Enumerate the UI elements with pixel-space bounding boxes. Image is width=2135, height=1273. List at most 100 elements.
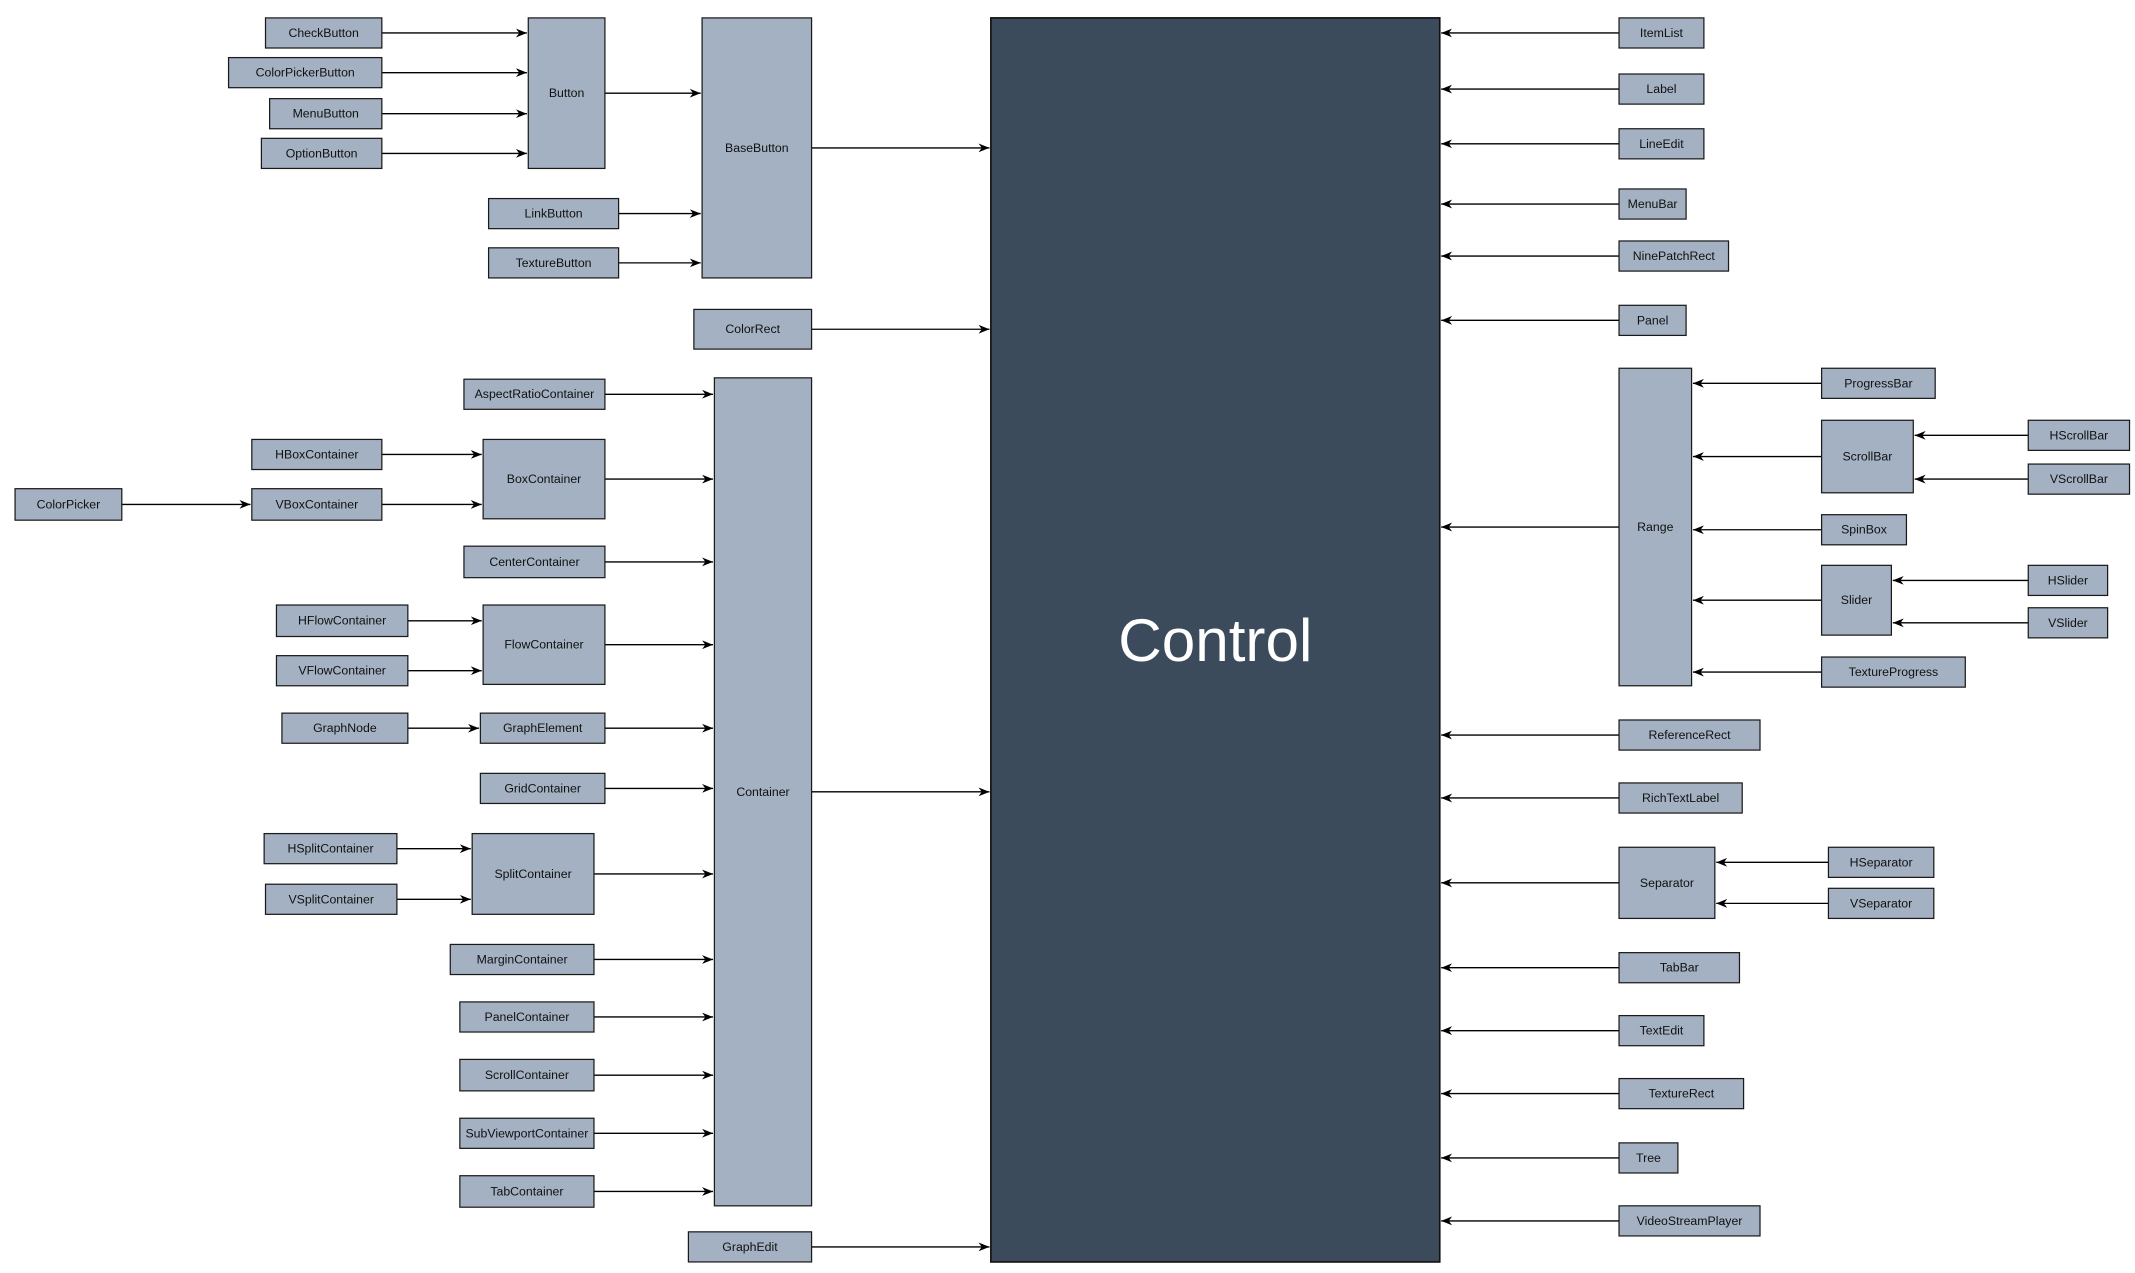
node-box (990, 17, 1441, 1263)
node-box (14, 488, 123, 521)
node-label: ReferenceRect (1649, 728, 1732, 742)
node-box (1618, 367, 1693, 687)
node-label: ProgressBar (1844, 376, 1912, 390)
node-label: HSplitContainer (287, 842, 373, 856)
node-color-picker: ColorPicker (14, 488, 123, 521)
node-center-container: CenterContainer (463, 545, 606, 579)
node-label: VFlowContainer (298, 664, 385, 678)
node-box (1618, 73, 1705, 105)
node-aspect-ratio-container: AspectRatioContainer (463, 378, 606, 410)
node-color-picker-button: ColorPickerButton (227, 56, 383, 89)
node-box (487, 197, 620, 230)
node-check-button: CheckButton (264, 17, 383, 49)
node-box (260, 137, 383, 170)
node-hseparator: HSeparator (1827, 846, 1935, 878)
node-box (263, 832, 398, 865)
node-box (1618, 188, 1687, 220)
node-hbox-container: HBoxContainer (251, 438, 383, 471)
node-nine-patch-rect: NinePatchRect (1618, 240, 1730, 272)
node-box (449, 943, 595, 976)
node-label: Panel (1637, 313, 1668, 327)
node-label: VSplitContainer (288, 892, 373, 906)
node-box (1618, 1142, 1679, 1174)
node-label: RichTextLabel (1642, 791, 1719, 805)
node-label: GridContainer (504, 781, 581, 795)
node-hsplit-container: HSplitContainer (263, 832, 398, 865)
node-label: BaseButton (725, 141, 789, 155)
node-container: Container (713, 377, 813, 1207)
node-range: Range (1618, 367, 1693, 687)
node-menu-bar: MenuBar (1618, 188, 1687, 220)
node-label: ColorPicker (37, 497, 101, 511)
node-spin-box: SpinBox (1820, 514, 1908, 546)
node-label: HSlider (2048, 573, 2088, 587)
node-box (251, 488, 383, 521)
nodes: ControlCheckButtonColorPickerButtonMenuB… (14, 17, 2131, 1263)
node-tree: Tree (1618, 1142, 1679, 1174)
node-label: Slider (1841, 593, 1872, 607)
node-label: GraphEdit (722, 1240, 778, 1254)
node-box (1618, 304, 1687, 337)
node-box (687, 1231, 813, 1263)
node-hslider: HSlider (2027, 564, 2109, 597)
node-texture-button: TextureButton (487, 247, 620, 279)
node-box (1820, 656, 1966, 688)
node-label: TextureButton (516, 256, 592, 270)
node-slider: Slider (1820, 564, 1893, 636)
node-box (1618, 240, 1730, 272)
node-panel-container: PanelContainer (459, 1001, 595, 1033)
node-control: Control (990, 17, 1441, 1263)
edges (121, 28, 2029, 1252)
node-vbox-container: VBoxContainer (251, 488, 383, 521)
node-margin-container: MarginContainer (449, 943, 595, 976)
node-label: TextureRect (1649, 1087, 1715, 1101)
node-box (459, 1058, 595, 1092)
node-label: TextEdit (1640, 1024, 1684, 1038)
node-link-button: LinkButton (487, 197, 620, 230)
node-hflow-container: HFlowContainer (275, 604, 409, 638)
node-vseparator: VSeparator (1827, 887, 1935, 920)
node-box (463, 378, 606, 410)
node-label: HBoxContainer (275, 447, 358, 461)
node-label: SplitContainer (494, 867, 571, 881)
node-label: MenuButton (293, 107, 359, 121)
node-base-button: BaseButton (701, 17, 813, 279)
node-separator: Separator (1618, 846, 1716, 920)
node-label: HFlowContainer (298, 614, 386, 628)
node-box (268, 98, 383, 130)
node-label: Button (549, 86, 585, 100)
node-vsplit-container: VSplitContainer (264, 883, 398, 915)
node-button: Button (527, 17, 606, 170)
node-line-edit: LineEdit (1618, 128, 1705, 160)
node-label: Label (1618, 73, 1705, 105)
node-label: HScrollBar (2050, 428, 2109, 442)
node-box (2027, 607, 2109, 639)
node-box (275, 655, 409, 687)
node-option-button: OptionButton (260, 137, 383, 170)
node-item-list: ItemList (1618, 17, 1705, 49)
node-box (1618, 1205, 1761, 1237)
node-box (1820, 419, 1914, 494)
node-label: ColorPickerButton (256, 66, 355, 80)
node-label: Container (736, 785, 789, 799)
node-label: CenterContainer (489, 555, 579, 569)
node-scroll-container: ScrollContainer (459, 1058, 595, 1092)
node-box (482, 438, 606, 520)
node-label: Tree (1636, 1151, 1661, 1165)
node-graph-element: GraphElement (479, 712, 606, 744)
node-box (1618, 719, 1761, 751)
node-box (1618, 846, 1716, 920)
node-hscroll-bar: HScrollBar (2027, 419, 2131, 451)
node-label: TabBar (1660, 961, 1699, 975)
node-text-edit: TextEdit (1618, 1014, 1705, 1047)
node-box (281, 712, 409, 744)
node-box (479, 712, 606, 744)
node-label: MarginContainer (477, 952, 568, 966)
node-grid-container: GridContainer (479, 772, 606, 805)
node-label: VScrollBar (2050, 472, 2108, 486)
node-box (2027, 419, 2131, 451)
node-label: Label (1646, 82, 1676, 96)
node-box (693, 308, 813, 350)
node-box (463, 545, 606, 579)
node-box (701, 17, 813, 279)
